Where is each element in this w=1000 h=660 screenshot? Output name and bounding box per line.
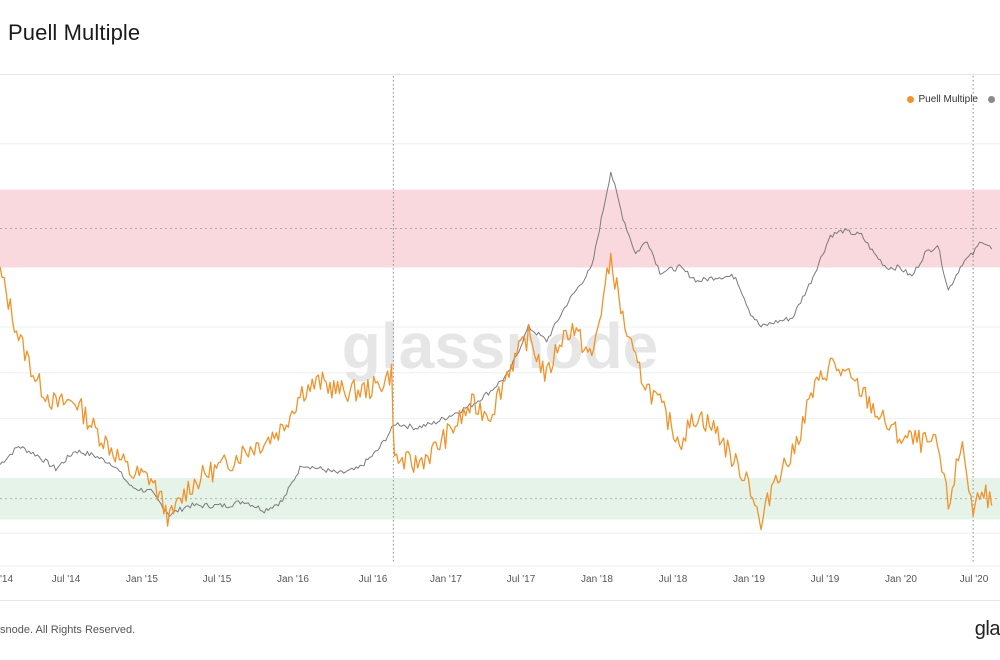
x-tick-label: Jan '20 <box>885 574 917 585</box>
legend-dot-price <box>988 96 995 103</box>
x-tick-label: Jan '16 <box>277 574 309 585</box>
chart-legend: Puell Multiple <box>906 94 1000 105</box>
x-tick-label: Jul '20 <box>960 574 989 585</box>
x-tick-label: Jan '18 <box>581 574 613 585</box>
header-divider <box>0 74 1000 75</box>
legend-item-price[interactable] <box>988 96 1000 103</box>
x-tick-label: Jan '17 <box>430 574 462 585</box>
x-tick-label: Jul '16 <box>359 574 388 585</box>
footer-divider <box>0 600 1000 601</box>
x-tick-label: Jul '15 <box>203 574 232 585</box>
x-tick-label: Jul '14 <box>52 574 81 585</box>
x-tick-label: Jul '18 <box>659 574 688 585</box>
x-tick-label: '14 <box>0 574 13 585</box>
copyright-text: snode. All Rights Reserved. <box>0 624 136 636</box>
series-line-puell <box>0 252 993 531</box>
x-tick-label: Jan '15 <box>126 574 158 585</box>
legend-dot-puell <box>906 96 914 103</box>
x-tick-label: Jul '17 <box>507 574 536 585</box>
legend-item-puell[interactable]: Puell Multiple <box>906 94 978 105</box>
watermark-text: glassnode <box>342 310 659 382</box>
page-title: Puell Multiple <box>8 20 141 45</box>
x-tick-label: Jul '19 <box>811 574 840 585</box>
legend-label-puell: Puell Multiple <box>918 94 978 105</box>
chart-area: glassnode '14 Jul '14 Jan '15 Jul '15 Jan '16… <box>0 76 1000 585</box>
glassnode-logo: gla <box>974 618 1000 640</box>
x-tick-label: Jan '19 <box>733 574 765 585</box>
